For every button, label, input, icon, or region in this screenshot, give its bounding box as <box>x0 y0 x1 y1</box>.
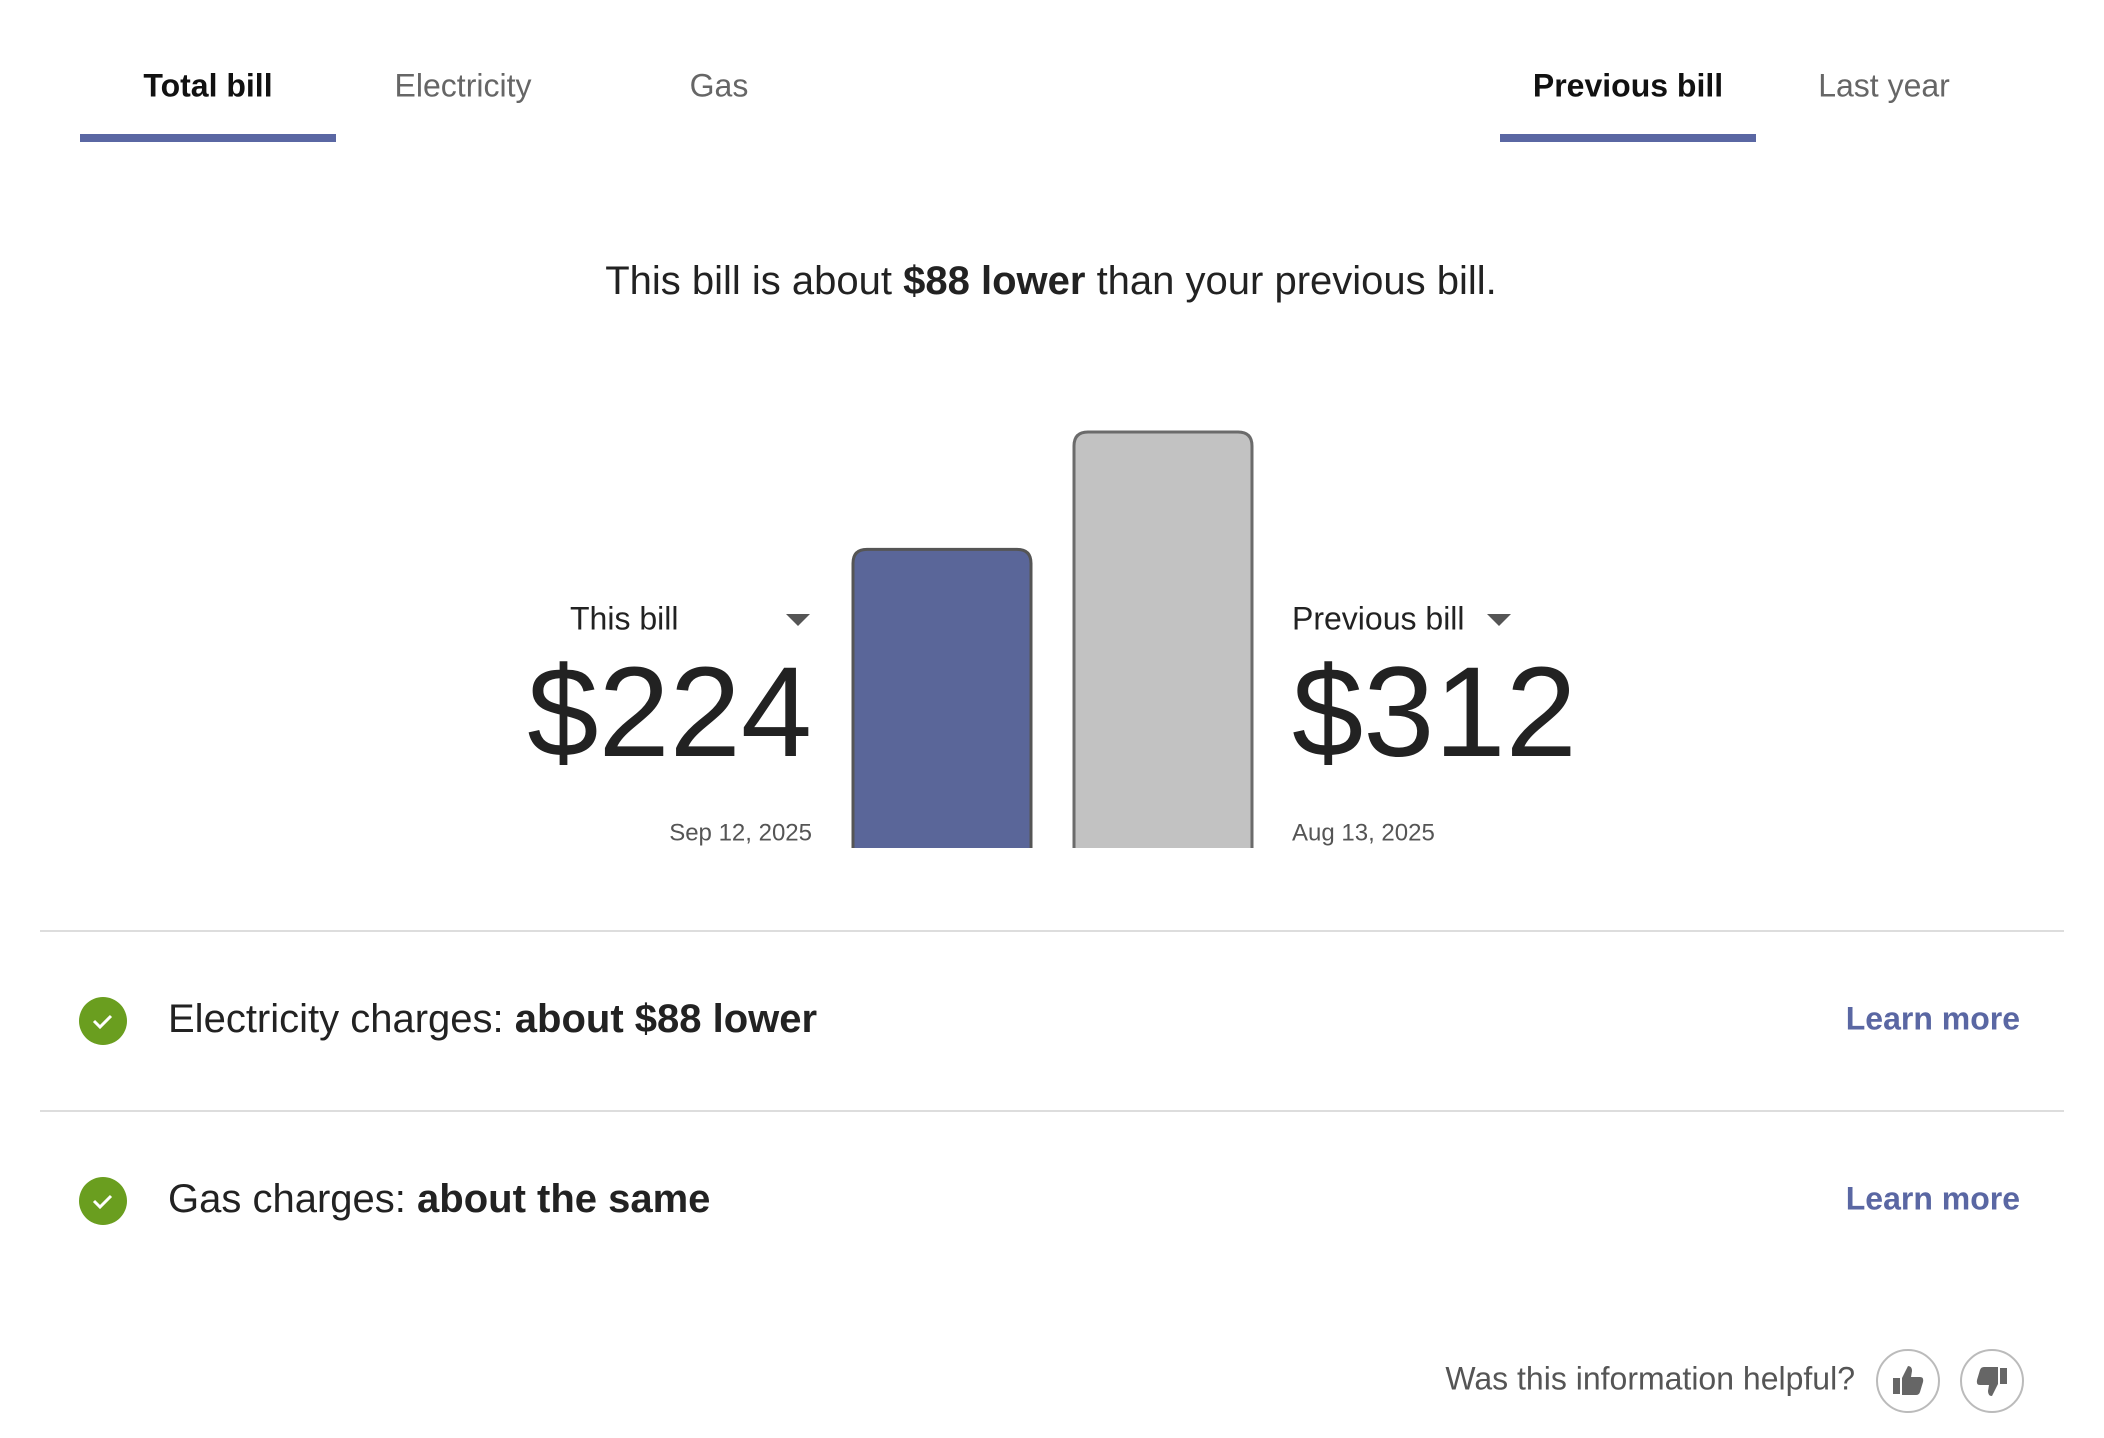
row-text: Gas charges: about the same <box>168 1177 710 1221</box>
summary-emphasis: $88 lower <box>903 259 1085 303</box>
tab[interactable]: Electricity <box>395 67 532 103</box>
bill-date: Sep 12, 2025 <box>669 819 812 846</box>
learn-more-link[interactable]: Learn more <box>1846 1180 2020 1216</box>
learn-more-link[interactable]: Learn more <box>1846 1000 2020 1036</box>
tab-label: Last year <box>1818 67 1950 103</box>
check-mark <box>92 1194 113 1210</box>
bill-name: This bill <box>570 600 678 636</box>
summary: This bill is about $88 lower than your p… <box>605 259 1497 303</box>
tab[interactable]: Last year <box>1818 67 1950 103</box>
check-icon <box>79 997 127 1045</box>
tab-label: Total bill <box>143 67 272 103</box>
check-icon <box>79 1177 127 1225</box>
thumbs-up-button[interactable] <box>1876 1349 1940 1413</box>
summary-text: This bill is about <box>605 259 903 303</box>
tab-label: Previous bill <box>1533 67 1723 103</box>
row-label: Gas charges: <box>168 1177 417 1221</box>
row-status: about the same <box>417 1177 710 1221</box>
tab-label: Gas <box>690 67 749 103</box>
tab[interactable]: Total bill <box>80 67 336 142</box>
row-text: Electricity charges: about $88 lower <box>168 997 817 1041</box>
summary-text: than your previous bill. <box>1085 259 1496 303</box>
bar <box>851 547 1033 848</box>
thumbs-down-button[interactable] <box>1960 1349 2024 1413</box>
tab[interactable]: Gas <box>690 67 749 103</box>
bar <box>1072 430 1254 848</box>
bill-date: Aug 13, 2025 <box>1292 819 1435 846</box>
tab-underline <box>1500 134 1756 142</box>
row-status: about $88 lower <box>515 997 817 1041</box>
tab-label: Electricity <box>395 67 532 103</box>
bill-amount: $312 <box>1292 641 1577 784</box>
row-label: Electricity charges: <box>168 997 515 1041</box>
dropdown-arrow[interactable] <box>1487 614 1511 626</box>
tab-underline <box>80 134 336 142</box>
bill-name: Previous bill <box>1292 600 1465 636</box>
tab[interactable]: Previous bill <box>1500 67 1756 142</box>
feedback-question: Was this information helpful? <box>1445 1360 1855 1396</box>
check-mark <box>92 1014 113 1030</box>
bill-amount: $224 <box>527 641 812 784</box>
dropdown-arrow[interactable] <box>786 614 810 626</box>
